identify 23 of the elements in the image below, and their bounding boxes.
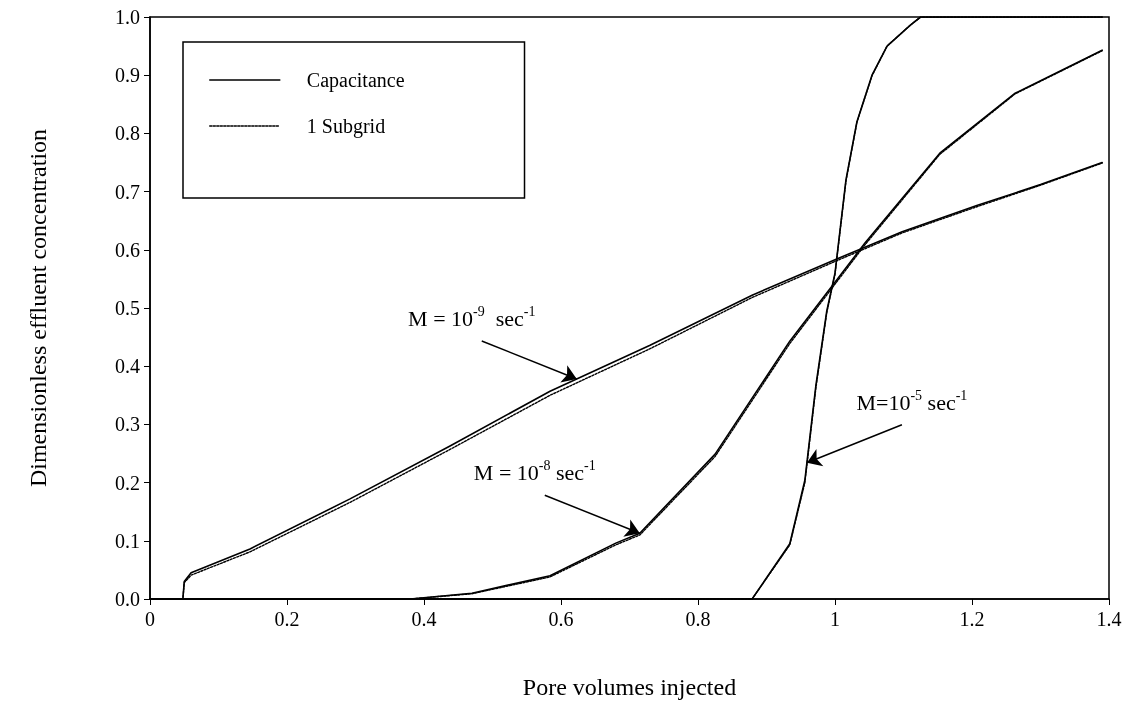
x-tick-label: 0.4 — [411, 608, 437, 630]
y-tick-label: 0.5 — [115, 297, 140, 319]
x-tick-label: 1.2 — [959, 608, 985, 630]
x-axis-title: Pore volumes injected — [522, 673, 737, 700]
y-tick-label: 0.9 — [115, 64, 140, 87]
legend-label: Capacitance — [306, 69, 405, 92]
y-tick-label: 0.6 — [115, 238, 140, 261]
legend-label: 1 Subgrid — [306, 115, 386, 138]
y-tick-label: 0.3 — [115, 413, 140, 436]
y-tick-label: 0.1 — [115, 529, 140, 552]
y-tick-label: 0.4 — [115, 355, 140, 378]
x-tick-label: 0.8 — [685, 608, 711, 630]
y-tick-label: 0.0 — [115, 588, 140, 610]
x-tick-label: 0 — [145, 608, 155, 630]
y-tick-label: 0.8 — [115, 122, 140, 145]
x-tick-label: 0.6 — [548, 608, 574, 630]
y-tick-label: 0.2 — [115, 471, 140, 494]
y-axis-title: Dimensionless effluent concentration — [25, 128, 52, 488]
x-tick-label: 1.4 — [1096, 608, 1122, 630]
y-tick-label: 0.7 — [115, 180, 140, 203]
x-tick-label: 0.2 — [274, 608, 300, 630]
x-tick-label: 1 — [830, 608, 840, 630]
y-tick-label: 1.0 — [115, 6, 140, 28]
